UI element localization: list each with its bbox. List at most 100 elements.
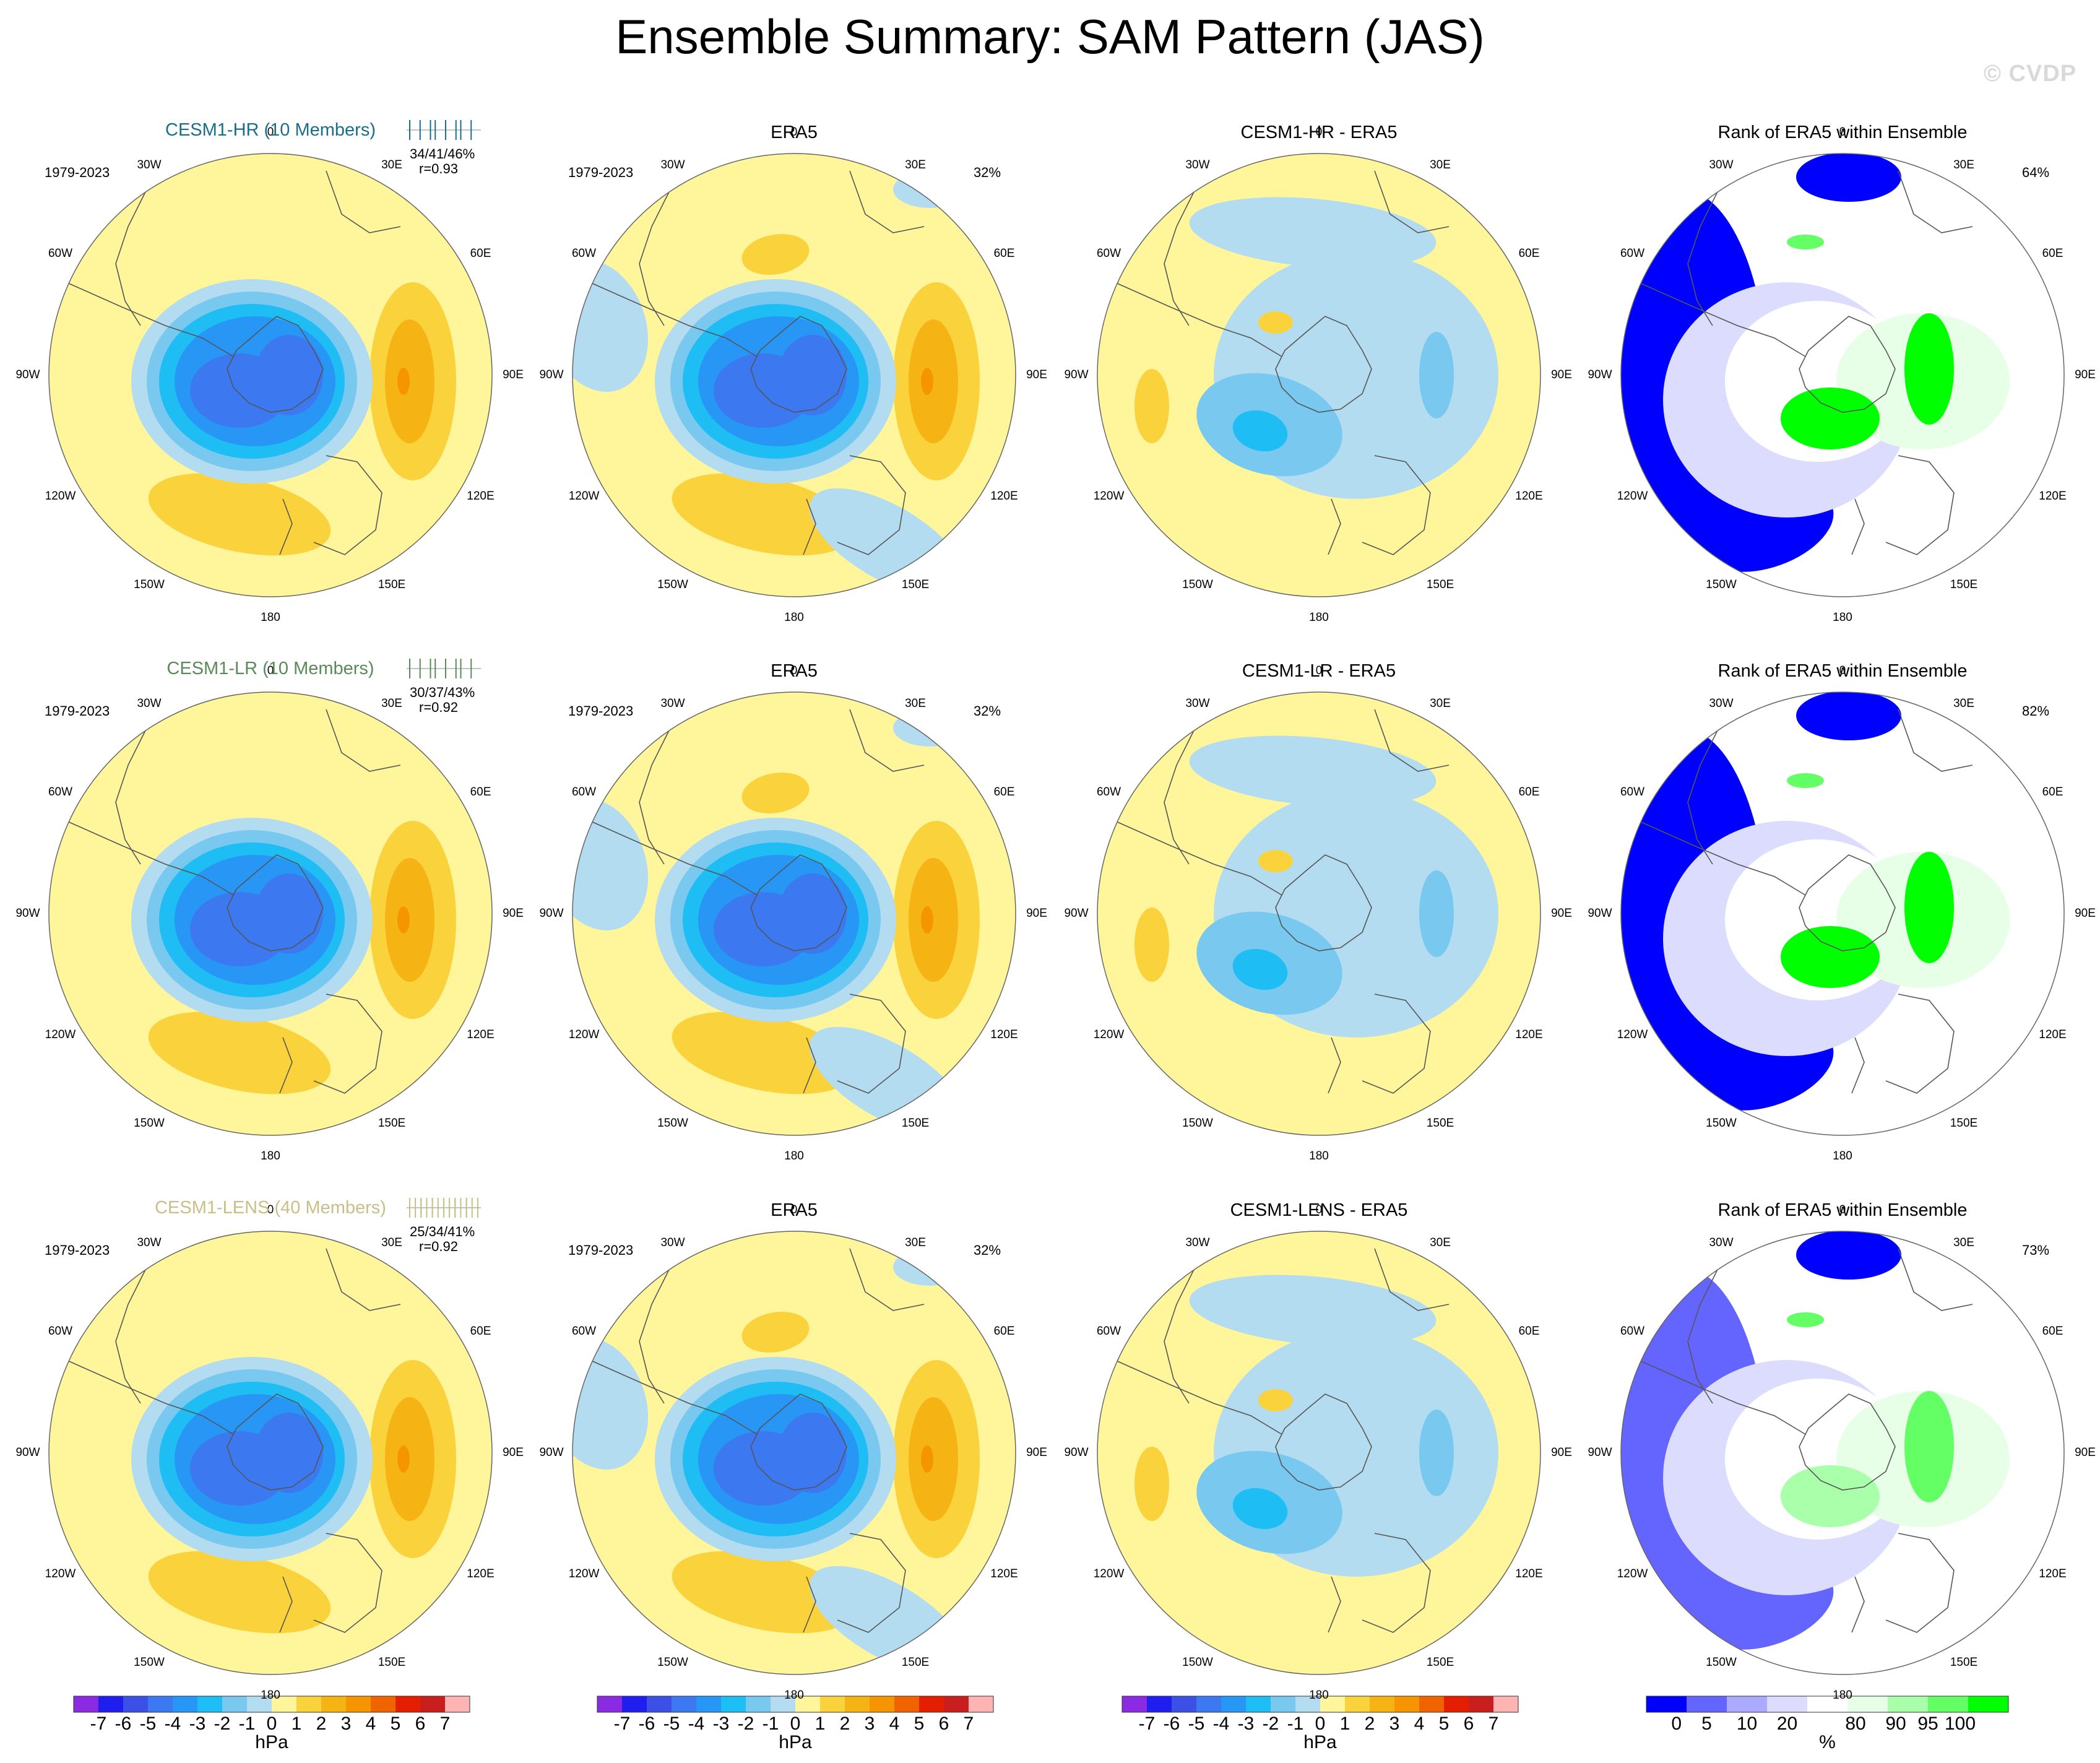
- longitude-label: 60W: [48, 247, 73, 260]
- longitude-label: 180: [1309, 1150, 1329, 1163]
- longitude-label: 30E: [905, 1236, 926, 1249]
- new-zealand-coastline: [1851, 1037, 1865, 1094]
- longitude-label: 150W: [134, 578, 165, 592]
- longitude-label: 120E: [467, 490, 495, 503]
- polar-low-l4b: [255, 873, 323, 954]
- longitude-label: 90E: [1026, 907, 1047, 920]
- antarctica-coastline: [1799, 316, 1896, 413]
- australia-coastline: [313, 1533, 382, 1633]
- longitude-label: 30E: [905, 158, 926, 171]
- rank-colorbar: [1646, 1696, 2009, 1713]
- longitude-label: 120W: [1617, 1028, 1648, 1041]
- diff-north-low: [1189, 197, 1437, 269]
- peninsula-coastline: [66, 282, 234, 357]
- africa-coastline: [326, 170, 401, 233]
- diff-small-high: [1258, 850, 1293, 872]
- era5-pct-label: 32%: [974, 703, 1001, 719]
- colorbar-swatch: [597, 1696, 622, 1712]
- south-america-coastline: [1687, 189, 1719, 326]
- longitude-label: 30W: [1709, 158, 1734, 171]
- colorbar-tick-label: -7: [1138, 1713, 1156, 1734]
- longitude-label: 30W: [1185, 696, 1210, 710]
- diff-panel-title: CESM1-HR - ERA5: [1240, 123, 1398, 142]
- era5-panel-title: ERA5: [771, 661, 818, 681]
- era5-panel-title: ERA5: [771, 123, 818, 142]
- colorbar-tick-label: -2: [737, 1713, 754, 1734]
- polar-low-l4b: [255, 335, 323, 415]
- longitude-label: 150W: [1182, 1117, 1213, 1130]
- longitude-label: 90E: [1026, 1446, 1047, 1459]
- polar-low-l4b: [779, 873, 847, 954]
- longitude-label: 150W: [134, 1117, 165, 1130]
- colorbar-tick-label: -7: [90, 1713, 107, 1734]
- longitude-label: 90W: [15, 368, 40, 381]
- africa-coastline: [849, 170, 925, 233]
- colorbar-tick-label: 90: [1885, 1713, 1906, 1734]
- colorbar-swatch: [894, 1696, 919, 1712]
- longitude-label: 150E: [378, 1117, 406, 1130]
- south-america-coastline: [115, 1267, 147, 1404]
- model-panel-title: CESM1-LR (10 Members): [166, 659, 374, 678]
- atlantic-high: [741, 773, 810, 813]
- longitude-label: 120W: [1617, 1567, 1648, 1580]
- stats-label: 30/37/43%: [410, 685, 475, 700]
- longitude-label: 120E: [990, 490, 1018, 503]
- longitude-label: 120W: [1617, 490, 1648, 503]
- south-america-coastline: [1164, 1267, 1196, 1404]
- longitude-label: 90E: [503, 907, 524, 920]
- map-border: [572, 1231, 1016, 1675]
- longitude-label: 120W: [1093, 1567, 1125, 1580]
- longitude-label: 120E: [990, 1567, 1018, 1580]
- rank-panel-title: Rank of ERA5 within Ensemble: [1718, 1200, 1968, 1220]
- longitude-label: 30W: [137, 1236, 162, 1249]
- peninsula-coastline: [1114, 282, 1282, 357]
- africa-coastline: [1898, 170, 1973, 233]
- period-label: 1979-2023: [568, 165, 634, 180]
- colorbar-swatch: [1370, 1696, 1394, 1712]
- colorbar-tick-label: -4: [688, 1713, 705, 1734]
- longitude-label: 90W: [15, 907, 40, 920]
- longitude-label: 120E: [1515, 1028, 1543, 1041]
- colorbar-swatch: [197, 1696, 222, 1712]
- africa-coastline: [1374, 1248, 1450, 1311]
- longitude-label: 30W: [1185, 158, 1210, 171]
- colorbar-swatch: [1807, 1696, 1847, 1712]
- diff-low-l2: [1232, 948, 1288, 990]
- africa-coastline: [1898, 1248, 1973, 1311]
- peninsula-coastline: [589, 282, 758, 357]
- peninsula-coastline: [66, 1359, 234, 1435]
- new-zealand-coastline: [1328, 1576, 1341, 1633]
- colorbar-tick-label: 20: [1776, 1713, 1798, 1734]
- diff-panel-title: CESM1-LENS - ERA5: [1230, 1200, 1408, 1220]
- colorbar-tick-label: -7: [613, 1713, 631, 1734]
- colorbar-unit: hPa: [255, 1732, 288, 1752]
- longitude-label: 150W: [1706, 578, 1737, 592]
- longitude-label: 150E: [1950, 578, 1978, 592]
- colorbar-tick-label: 7: [1488, 1713, 1499, 1734]
- longitude-label: 150W: [1706, 1656, 1737, 1670]
- stats-label: 25/34/41%: [410, 1224, 475, 1239]
- colorbar-frame: [597, 1696, 994, 1713]
- longitude-label: 90W: [15, 1446, 40, 1459]
- rank-green-east: [1904, 852, 1954, 963]
- longitude-label: 120W: [568, 1567, 600, 1580]
- diff-west-high: [1134, 1447, 1169, 1521]
- africa-coastline: [1898, 709, 1973, 772]
- era5-pct-label: 32%: [974, 1242, 1001, 1258]
- longitude-label: 120W: [45, 1567, 76, 1580]
- colorbar-tick-label: -5: [663, 1713, 680, 1734]
- australia-coastline: [1362, 994, 1431, 1094]
- longitude-label: 0: [790, 664, 798, 677]
- longitude-label: 60E: [470, 247, 491, 260]
- map-r0: [1621, 154, 2064, 597]
- colorbar-tick-label: 5: [1438, 1713, 1450, 1734]
- diff-north-low: [1189, 735, 1437, 807]
- longitude-label: 0: [1839, 126, 1846, 139]
- longitude-label: 150W: [1182, 1656, 1213, 1670]
- indian-ocean-high-max: [921, 906, 933, 933]
- longitude-label: 90W: [539, 907, 564, 920]
- south-america-coastline: [1687, 727, 1719, 865]
- australia-coastline: [837, 455, 906, 555]
- peninsula-coastline: [1114, 1359, 1282, 1435]
- colorbar-swatch: [1122, 1696, 1147, 1712]
